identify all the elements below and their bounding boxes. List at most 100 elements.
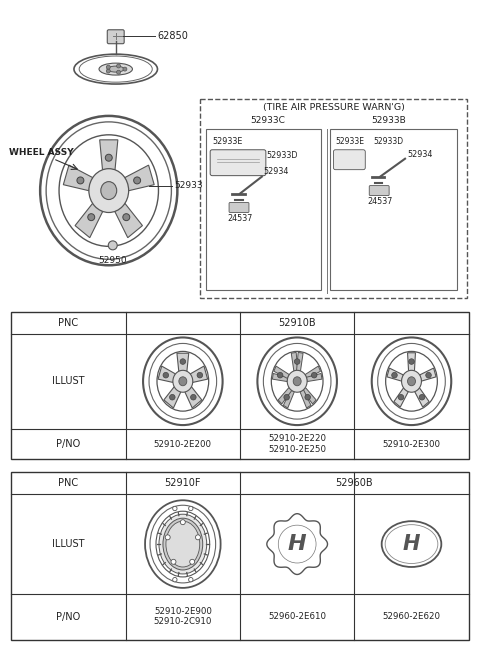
Polygon shape [274,366,289,379]
Circle shape [426,373,432,378]
Ellipse shape [156,511,210,577]
Circle shape [180,359,186,364]
Bar [200,99,467,298]
Polygon shape [394,388,408,407]
Polygon shape [115,203,143,238]
Polygon shape [158,366,176,383]
Text: H: H [403,534,420,554]
Polygon shape [185,386,202,408]
Polygon shape [190,366,208,383]
Ellipse shape [99,63,132,75]
Text: ILLUST: ILLUST [52,376,85,386]
Ellipse shape [402,370,421,392]
Text: H: H [288,534,306,554]
Circle shape [189,506,193,511]
Ellipse shape [173,370,193,392]
Circle shape [392,373,397,378]
Polygon shape [267,514,327,574]
Ellipse shape [408,377,416,386]
FancyBboxPatch shape [229,202,249,212]
Circle shape [171,559,176,565]
Text: 52933D: 52933D [373,138,403,146]
Circle shape [408,359,414,364]
Polygon shape [75,203,103,238]
Ellipse shape [159,514,207,574]
Bar [330,129,457,290]
Text: 52910B: 52910B [278,318,316,328]
Polygon shape [177,353,189,371]
Circle shape [195,535,201,540]
Polygon shape [100,140,118,170]
Circle shape [190,559,195,565]
FancyBboxPatch shape [369,185,389,196]
FancyBboxPatch shape [107,29,124,44]
FancyBboxPatch shape [334,150,365,170]
Ellipse shape [166,521,200,567]
Ellipse shape [385,351,437,411]
Circle shape [117,70,120,74]
FancyBboxPatch shape [210,150,266,176]
Text: 24537: 24537 [368,197,393,206]
Text: 52950: 52950 [98,256,127,265]
Ellipse shape [101,181,117,200]
Text: 52910-2E220
52910-2E250: 52910-2E220 52910-2E250 [268,434,326,454]
Ellipse shape [293,377,301,386]
Polygon shape [306,373,322,382]
Polygon shape [305,366,321,379]
Text: (TIRE AIR PRESSURE WARN'G): (TIRE AIR PRESSURE WARN'G) [263,103,404,113]
Circle shape [180,519,185,525]
Text: P/NO: P/NO [56,612,81,622]
Ellipse shape [59,135,158,246]
Text: 52933B: 52933B [372,117,407,125]
Text: 24537: 24537 [228,214,252,223]
Circle shape [284,394,289,400]
Ellipse shape [157,351,209,411]
Text: 52960-2E620: 52960-2E620 [383,612,441,622]
Polygon shape [297,352,303,371]
Text: 52933E: 52933E [336,138,364,146]
Polygon shape [164,386,181,408]
Circle shape [77,177,84,184]
Polygon shape [125,165,154,191]
Text: 52934: 52934 [407,150,432,159]
Text: 52934: 52934 [264,167,289,176]
Polygon shape [283,390,294,408]
Polygon shape [300,390,311,408]
Circle shape [189,578,193,582]
Ellipse shape [89,169,129,212]
Circle shape [105,154,112,161]
Circle shape [165,535,170,540]
Text: PNC: PNC [59,478,79,489]
Bar [12,312,468,459]
Circle shape [117,64,120,68]
Circle shape [294,359,300,364]
Ellipse shape [163,518,203,570]
Text: 52910-2E900
52910-2C910: 52910-2E900 52910-2C910 [154,607,212,626]
Bar [12,472,468,640]
Circle shape [173,578,177,582]
Circle shape [191,394,196,400]
Ellipse shape [108,66,124,72]
Circle shape [398,394,404,400]
Polygon shape [420,368,436,381]
Circle shape [108,241,117,250]
Polygon shape [387,368,403,381]
Ellipse shape [287,370,307,392]
Circle shape [163,373,168,378]
Ellipse shape [382,521,441,567]
Ellipse shape [271,351,323,411]
Circle shape [197,373,203,378]
Circle shape [106,66,110,69]
Polygon shape [278,388,292,404]
Circle shape [419,394,425,400]
Text: 52933: 52933 [174,181,203,190]
Bar [206,129,321,290]
Text: 62850: 62850 [157,31,188,41]
Text: P/NO: P/NO [56,439,81,449]
Polygon shape [272,373,288,382]
Ellipse shape [179,377,187,386]
Circle shape [277,373,283,378]
Text: 52933C: 52933C [251,117,285,125]
Text: 52933E: 52933E [212,138,242,146]
Polygon shape [63,165,93,191]
